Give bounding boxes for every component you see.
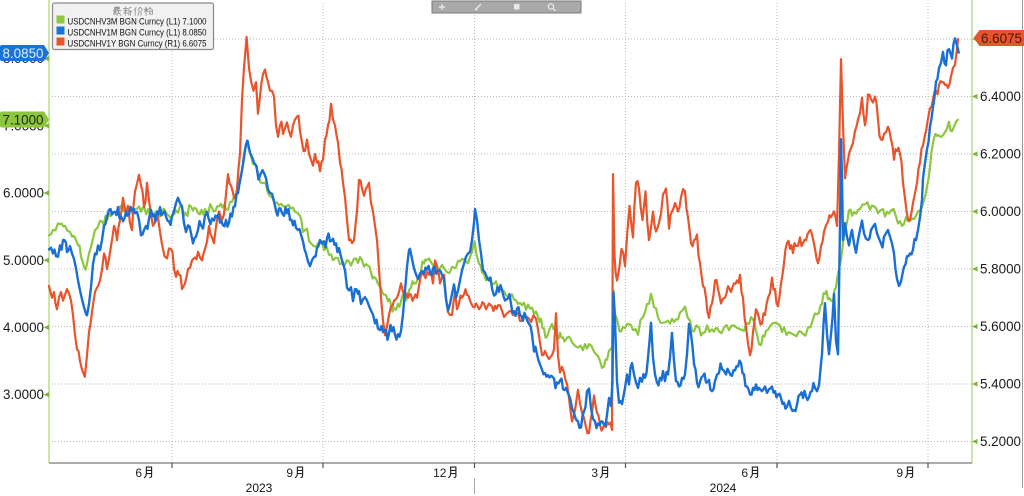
svg-text:6.6075: 6.6075 <box>981 30 1022 46</box>
svg-text:6: 6 <box>741 466 748 480</box>
svg-text:USDCNHV1Y BGN Curncy (R1) 6.60: USDCNHV1Y BGN Curncy (R1) 6.6075 <box>68 39 207 49</box>
svg-text:4.0000: 4.0000 <box>3 320 44 335</box>
svg-text:3.0000: 3.0000 <box>3 387 44 402</box>
svg-text:2023: 2023 <box>246 481 273 495</box>
svg-text:USDCNHV1M BGN Curncy (L1) 8.08: USDCNHV1M BGN Curncy (L1) 8.0850 <box>68 28 207 38</box>
svg-text:6.0000: 6.0000 <box>980 204 1021 219</box>
svg-text:7.1000: 7.1000 <box>3 112 44 128</box>
svg-text:5.0000: 5.0000 <box>3 253 44 268</box>
svg-text:6.2000: 6.2000 <box>980 147 1021 162</box>
svg-text:6: 6 <box>135 466 142 480</box>
svg-text:USDCNHV3M BGN Curncy (L1) 7.10: USDCNHV3M BGN Curncy (L1) 7.1000 <box>68 17 207 27</box>
svg-text:5.6000: 5.6000 <box>980 319 1021 334</box>
svg-text:6.0000: 6.0000 <box>3 186 44 201</box>
svg-text:5.4000: 5.4000 <box>980 377 1021 392</box>
svg-text:8.0850: 8.0850 <box>3 45 44 61</box>
svg-text:5.8000: 5.8000 <box>980 262 1021 277</box>
svg-text:5.2000: 5.2000 <box>980 434 1021 449</box>
svg-text:6.4000: 6.4000 <box>980 89 1021 104</box>
svg-text:3: 3 <box>591 466 598 480</box>
svg-text:2024: 2024 <box>710 481 737 495</box>
svg-text:9: 9 <box>896 466 903 480</box>
svg-text:12: 12 <box>433 466 447 480</box>
svg-text:9: 9 <box>286 466 293 480</box>
